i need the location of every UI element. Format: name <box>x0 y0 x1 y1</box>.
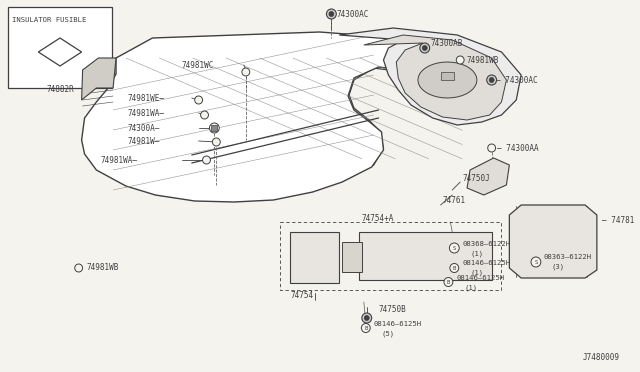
Text: (5): (5) <box>381 331 395 337</box>
Circle shape <box>326 9 336 19</box>
Text: 74750B: 74750B <box>379 305 406 314</box>
Circle shape <box>329 12 334 16</box>
Text: — 74781: — 74781 <box>602 215 634 224</box>
Text: B: B <box>364 326 367 330</box>
Circle shape <box>488 144 495 152</box>
Circle shape <box>195 96 203 104</box>
Text: (1): (1) <box>464 285 477 291</box>
Text: (3): (3) <box>552 264 564 270</box>
Polygon shape <box>418 62 477 98</box>
Polygon shape <box>84 33 467 200</box>
Bar <box>211 125 218 131</box>
Circle shape <box>444 278 453 286</box>
Circle shape <box>200 111 209 119</box>
Text: — 74300AC: — 74300AC <box>495 76 537 84</box>
Text: J7480009: J7480009 <box>582 353 620 362</box>
Circle shape <box>449 243 460 253</box>
Text: 08146–6125H: 08146–6125H <box>462 260 510 266</box>
Polygon shape <box>342 242 362 272</box>
Text: 74981WE—: 74981WE— <box>128 93 165 103</box>
Text: 08363–6122H: 08363–6122H <box>544 254 592 260</box>
Circle shape <box>422 45 428 51</box>
Text: 74981WA—: 74981WA— <box>128 109 165 118</box>
Text: (1): (1) <box>470 251 483 257</box>
Polygon shape <box>364 35 506 120</box>
Text: B: B <box>447 279 450 285</box>
Text: 74750J: 74750J <box>462 173 490 183</box>
Polygon shape <box>440 72 454 80</box>
Circle shape <box>242 68 250 76</box>
Text: (1): (1) <box>470 270 483 276</box>
Polygon shape <box>509 205 597 278</box>
Text: S: S <box>452 246 456 250</box>
Text: 74981WC: 74981WC <box>182 61 214 70</box>
Circle shape <box>362 324 370 333</box>
Text: 74300AC: 74300AC <box>336 10 369 19</box>
Text: 08146–6125H: 08146–6125H <box>374 321 422 327</box>
Polygon shape <box>339 28 521 125</box>
Circle shape <box>362 313 372 323</box>
Text: 74300A—: 74300A— <box>128 124 160 132</box>
Circle shape <box>209 123 220 133</box>
Polygon shape <box>290 232 339 283</box>
Polygon shape <box>467 158 509 195</box>
Circle shape <box>420 43 429 53</box>
Text: B: B <box>452 266 456 270</box>
Circle shape <box>75 264 83 272</box>
Circle shape <box>487 75 497 85</box>
Circle shape <box>203 156 211 164</box>
Text: S: S <box>534 260 538 264</box>
Text: 74981W—: 74981W— <box>128 137 160 145</box>
Text: 74981WB: 74981WB <box>86 263 119 273</box>
Polygon shape <box>38 38 82 66</box>
Bar <box>8 7 112 88</box>
Text: — 74300AA: — 74300AA <box>497 144 538 153</box>
Circle shape <box>212 138 220 146</box>
Circle shape <box>531 257 541 267</box>
Circle shape <box>450 263 459 273</box>
Text: INSULATOR FUSIBLE: INSULATOR FUSIBLE <box>12 17 86 23</box>
Text: 74754+A: 74754+A <box>362 214 394 222</box>
Text: 08146–6125H: 08146–6125H <box>456 275 504 281</box>
Circle shape <box>456 56 464 64</box>
Polygon shape <box>82 32 464 202</box>
Text: 08368–6122H: 08368–6122H <box>462 241 510 247</box>
Text: 74981WB: 74981WB <box>466 55 499 64</box>
Text: 74981WA—: 74981WA— <box>100 155 138 164</box>
Text: 74761: 74761 <box>442 196 466 205</box>
Circle shape <box>364 315 369 321</box>
Polygon shape <box>82 58 116 100</box>
Text: 74882R: 74882R <box>46 85 74 94</box>
Polygon shape <box>359 232 492 280</box>
Circle shape <box>489 77 494 83</box>
Text: 74754: 74754 <box>290 292 313 301</box>
Text: 74300AB: 74300AB <box>431 38 463 48</box>
